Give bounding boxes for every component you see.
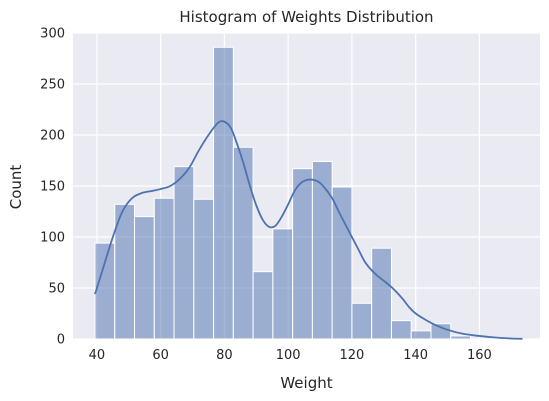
histogram-bar xyxy=(390,320,412,340)
x-tick-label: 120 xyxy=(340,348,365,363)
histogram-bar xyxy=(292,168,313,340)
histogram-bar xyxy=(272,228,294,340)
x-tick-label: 60 xyxy=(152,348,169,363)
y-tick-label: 50 xyxy=(48,282,65,297)
y-tick-label: 0 xyxy=(57,333,65,348)
y-tick-label: 200 xyxy=(40,129,65,144)
histogram-bar xyxy=(450,335,472,340)
histogram-bar xyxy=(311,161,333,340)
histogram-bar xyxy=(371,247,392,340)
histogram-bar xyxy=(232,146,254,340)
y-tick-label: 250 xyxy=(40,78,65,93)
x-tick-label: 160 xyxy=(467,348,492,363)
histogram-bar xyxy=(94,242,116,340)
histogram-bar xyxy=(252,271,274,340)
histogram-bar xyxy=(134,216,155,340)
histogram-bar xyxy=(410,330,432,340)
x-tick-labels: 40 60 80 100 120 140 160 xyxy=(89,348,492,363)
x-axis-label: Weight xyxy=(280,374,332,392)
y-tick-label: 100 xyxy=(40,231,65,246)
histogram-bar xyxy=(193,198,215,340)
histogram-bar xyxy=(430,323,452,340)
x-tick-label: 80 xyxy=(216,348,233,363)
histogram-bar xyxy=(173,166,195,340)
y-tick-label: 300 xyxy=(40,27,65,42)
y-tick-label: 150 xyxy=(40,180,65,195)
kde-curve xyxy=(94,120,523,340)
histogram-bar xyxy=(213,46,234,340)
histogram-bar xyxy=(351,302,373,340)
chart-title: Histogram of Weights Distribution xyxy=(179,8,433,26)
histogram-bar xyxy=(331,186,353,340)
histogram-bars xyxy=(94,46,472,340)
x-tick-label: 140 xyxy=(403,348,428,363)
y-tick-labels: 0 50 100 150 200 250 300 xyxy=(40,27,65,348)
x-tick-label: 40 xyxy=(89,348,106,363)
x-tick-label: 100 xyxy=(276,348,301,363)
y-axis-label: Count xyxy=(7,165,25,210)
histogram-bar xyxy=(153,197,175,340)
